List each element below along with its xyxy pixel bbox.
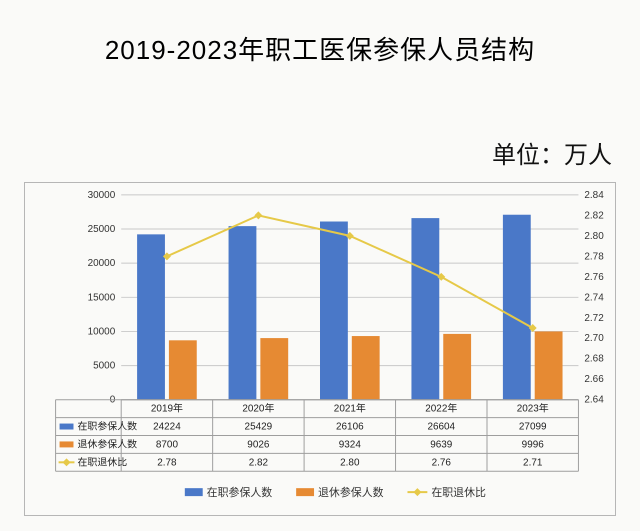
bar-retired [169, 340, 197, 399]
bar-active [229, 226, 257, 400]
y-right-tick: 2.70 [584, 333, 604, 344]
table-retired-value: 8700 [156, 439, 179, 450]
y-right-tick: 2.72 [584, 313, 604, 324]
y-left-tick: 30000 [88, 190, 116, 201]
y-right-tick: 2.76 [584, 272, 604, 283]
table-category: 2021年 [334, 402, 366, 415]
table-retired-value: 9324 [339, 439, 362, 450]
y-right-tick: 2.78 [584, 251, 604, 262]
y-right-tick: 2.74 [584, 292, 604, 303]
y-right-tick: 2.68 [584, 354, 604, 365]
bar-active [320, 222, 348, 400]
bar-retired [260, 338, 288, 400]
bar-retired [535, 331, 563, 399]
chart-svg: 0500010000150002000025000300002.642.662.… [25, 183, 615, 515]
table-retired-value: 9996 [522, 439, 545, 450]
table-active-value: 24224 [153, 422, 181, 433]
bar-active [137, 234, 165, 399]
table-head-2: 退休参保人数 [77, 437, 137, 450]
table-active-value: 26106 [336, 422, 364, 433]
legend-label: 在职退休比 [431, 486, 486, 499]
y-right-tick: 2.80 [584, 231, 604, 242]
table-ratio-value: 2.78 [157, 457, 177, 468]
table-retired-value: 9026 [247, 439, 270, 450]
page-title: 2019-2023年职工医保参保人员结构 [0, 30, 640, 67]
table-ratio-value: 2.80 [340, 457, 360, 468]
table-category: 2022年 [425, 402, 457, 415]
chart-container: 0500010000150002000025000300002.642.662.… [24, 182, 616, 516]
ratio-marker [254, 211, 262, 219]
table-ratio-value: 2.71 [523, 457, 543, 468]
table-retired-value: 9639 [430, 439, 453, 450]
y-left-tick: 25000 [88, 224, 116, 235]
y-left-tick: 5000 [93, 361, 116, 372]
legend-label: 在职参保人数 [207, 485, 273, 499]
legend-label: 退休参保人数 [318, 485, 384, 499]
y-right-tick: 2.84 [584, 190, 604, 201]
y-left-tick: 15000 [88, 292, 116, 303]
y-left-tick: 10000 [88, 326, 116, 337]
table-category: 2019年 [151, 402, 183, 415]
table-head-1: 在职参保人数 [77, 420, 137, 433]
table-active-value: 26604 [427, 422, 455, 433]
bar-active [411, 218, 439, 400]
bar-retired [443, 334, 471, 400]
table-head-3: 在职退休比 [77, 456, 127, 468]
table-active-value: 25429 [245, 422, 273, 433]
table-category: 2023年 [517, 402, 549, 415]
bar-active [503, 215, 531, 400]
y-right-tick: 2.66 [584, 374, 604, 385]
table-category: 2020年 [242, 402, 274, 415]
y-left-tick: 20000 [88, 258, 116, 269]
table-ratio-value: 2.82 [249, 457, 269, 468]
bar-retired [352, 336, 380, 400]
y-right-tick: 2.64 [584, 395, 604, 406]
unit-label: 单位：万人 [492, 135, 612, 170]
y-right-tick: 2.82 [584, 210, 604, 221]
table-active-value: 27099 [519, 422, 547, 433]
table-ratio-value: 2.76 [432, 457, 452, 468]
